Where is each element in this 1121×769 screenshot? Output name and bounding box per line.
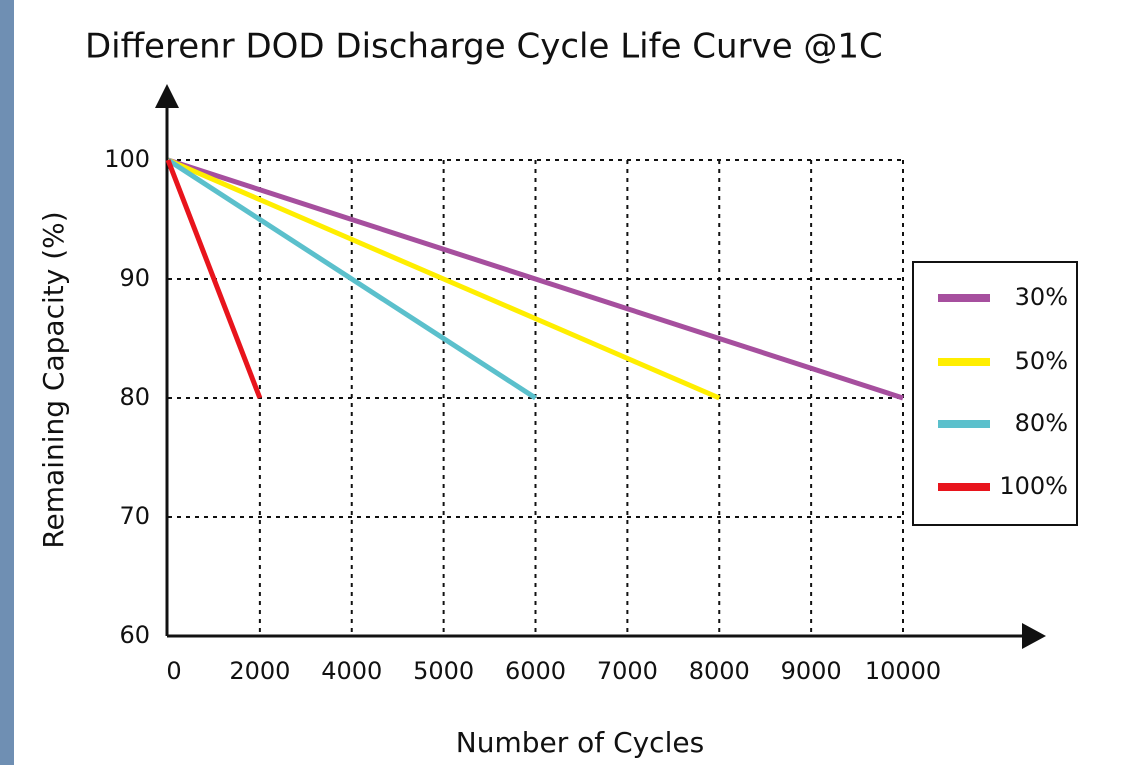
x-tick-label: 8000 xyxy=(689,657,750,685)
y-axis-arrow xyxy=(155,84,179,108)
y-tick-label: 80 xyxy=(119,383,150,411)
x-tick-label: 2000 xyxy=(229,657,290,685)
series-line xyxy=(166,157,537,401)
y-tick-label: 100 xyxy=(104,145,150,173)
legend-box xyxy=(912,261,1078,526)
series-line xyxy=(167,157,721,401)
background-strip xyxy=(0,0,14,765)
x-tick-label: 6000 xyxy=(505,657,566,685)
x-tick-label: 0 xyxy=(166,657,181,685)
y-tick-label: 60 xyxy=(119,621,150,649)
y-tick-label: 90 xyxy=(119,264,150,292)
x-tick-label: 10000 xyxy=(865,657,941,685)
chart-title: Differenr DOD Discharge Cycle Life Curve… xyxy=(85,27,883,67)
legend-label: 50% xyxy=(1015,347,1068,375)
x-tick-label: 4000 xyxy=(321,657,382,685)
x-tick-label: 9000 xyxy=(781,657,842,685)
series-line xyxy=(165,159,263,399)
y-axis-title: Remaining Capacity (%) xyxy=(37,211,70,548)
legend-label: 100% xyxy=(999,472,1068,500)
x-axis-arrow xyxy=(1022,623,1046,649)
legend-label: 80% xyxy=(1015,409,1068,437)
x-tick-label: 5000 xyxy=(413,657,474,685)
x-tick-label: 7000 xyxy=(597,657,658,685)
legend-label: 30% xyxy=(1015,283,1068,311)
y-tick-label: 70 xyxy=(119,502,150,530)
series-line xyxy=(167,157,904,401)
x-axis-title: Number of Cycles xyxy=(456,726,704,759)
